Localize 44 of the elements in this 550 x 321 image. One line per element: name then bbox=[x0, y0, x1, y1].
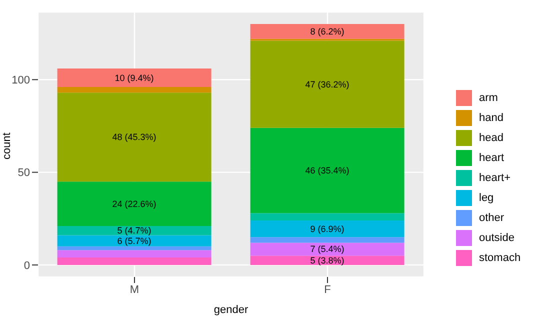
data-label: 24 (22.6%) bbox=[112, 198, 156, 209]
bar bbox=[250, 213, 404, 220]
bar bbox=[250, 128, 404, 214]
legend-label: stomach bbox=[479, 252, 521, 264]
x-tick-label: M bbox=[130, 284, 140, 296]
bar bbox=[57, 87, 212, 93]
bar bbox=[57, 226, 212, 236]
legend-label: arm bbox=[479, 92, 498, 104]
bar bbox=[57, 235, 212, 246]
bar bbox=[57, 250, 212, 258]
y-tick-label: 50 bbox=[18, 167, 30, 180]
data-label: 47 (36.2%) bbox=[305, 79, 350, 90]
data-label: 48 (45.3%) bbox=[112, 132, 156, 142]
data-label: 6 (5.7%) bbox=[117, 236, 152, 246]
legend-label: other bbox=[479, 212, 504, 224]
x-tick-label: F bbox=[324, 284, 332, 296]
bar bbox=[250, 40, 404, 128]
bar bbox=[57, 182, 212, 226]
legend-label: leg bbox=[479, 192, 494, 204]
bar bbox=[250, 24, 404, 39]
legend-label: heart bbox=[479, 152, 504, 164]
data-label: 7 (5.4%) bbox=[310, 244, 344, 254]
data-label: 10 (9.4%) bbox=[114, 72, 154, 83]
x-axis-title: gender bbox=[214, 304, 248, 316]
legend-label: head bbox=[479, 132, 504, 144]
bar bbox=[57, 92, 212, 182]
bar bbox=[57, 68, 212, 88]
y-tick-label: 100 bbox=[12, 74, 30, 87]
bar bbox=[250, 220, 404, 238]
legend-label: heart+ bbox=[479, 172, 510, 184]
bar bbox=[250, 256, 404, 265]
bar bbox=[57, 258, 212, 265]
data-label: 8 (6.2%) bbox=[310, 26, 344, 36]
bar bbox=[250, 237, 404, 243]
bar bbox=[250, 242, 404, 256]
data-label: 46 (35.4%) bbox=[305, 165, 350, 176]
data-label: 5 (3.8%) bbox=[310, 255, 344, 266]
legend-label: hand bbox=[479, 112, 504, 124]
data-label: 9 (6.9%) bbox=[310, 224, 344, 234]
y-tick-label: 0 bbox=[24, 260, 30, 272]
data-label: 5 (4.7%) bbox=[117, 226, 152, 236]
legend-label: outside bbox=[479, 232, 514, 244]
y-axis-title: count bbox=[0, 132, 13, 160]
bar bbox=[57, 246, 212, 250]
